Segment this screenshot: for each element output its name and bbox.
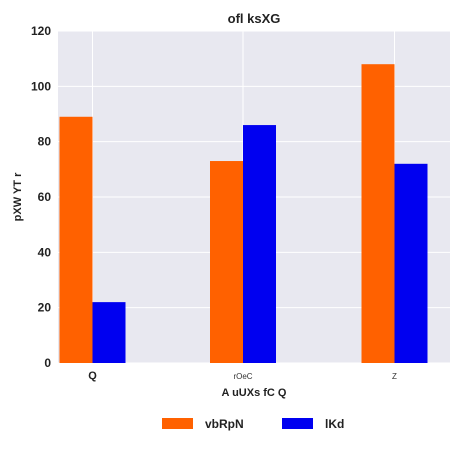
bar-vbRpN-Q [59,116,93,364]
y-tick-label: 80 [38,135,52,149]
bar-vbRpN-Z [361,64,395,363]
x-tick-label: Z [392,372,397,381]
bar-lKd-Q [92,302,126,363]
bar-vbRpN-rOeC [210,161,243,363]
y-tick-label: 0 [44,356,51,370]
chart-title: ofl ksXG [228,11,281,26]
y-tick-label: 120 [31,24,51,38]
x-tick-label: rOeC [233,372,252,381]
legend-swatch [282,418,313,429]
legend-swatch [162,418,193,429]
y-axis-label: pXW YT r [12,172,24,221]
bar-lKd-Z [394,163,428,363]
legend-label: vbRpN [205,417,244,431]
y-tick-label: 40 [38,245,52,259]
y-tick-labels: 0 20 40 60 80 100 120 [31,24,51,370]
bar-lKd-rOeC [243,125,276,363]
y-tick-label: 100 [31,79,51,93]
legend: vbRpN lKd [162,417,344,431]
y-tick-label: 20 [38,301,52,315]
legend-label: lKd [325,417,344,431]
bars [59,64,428,364]
x-axis-label: A uUXs fC Q [222,387,287,399]
x-tick-label: Q [88,370,97,382]
y-tick-label: 60 [38,190,52,204]
